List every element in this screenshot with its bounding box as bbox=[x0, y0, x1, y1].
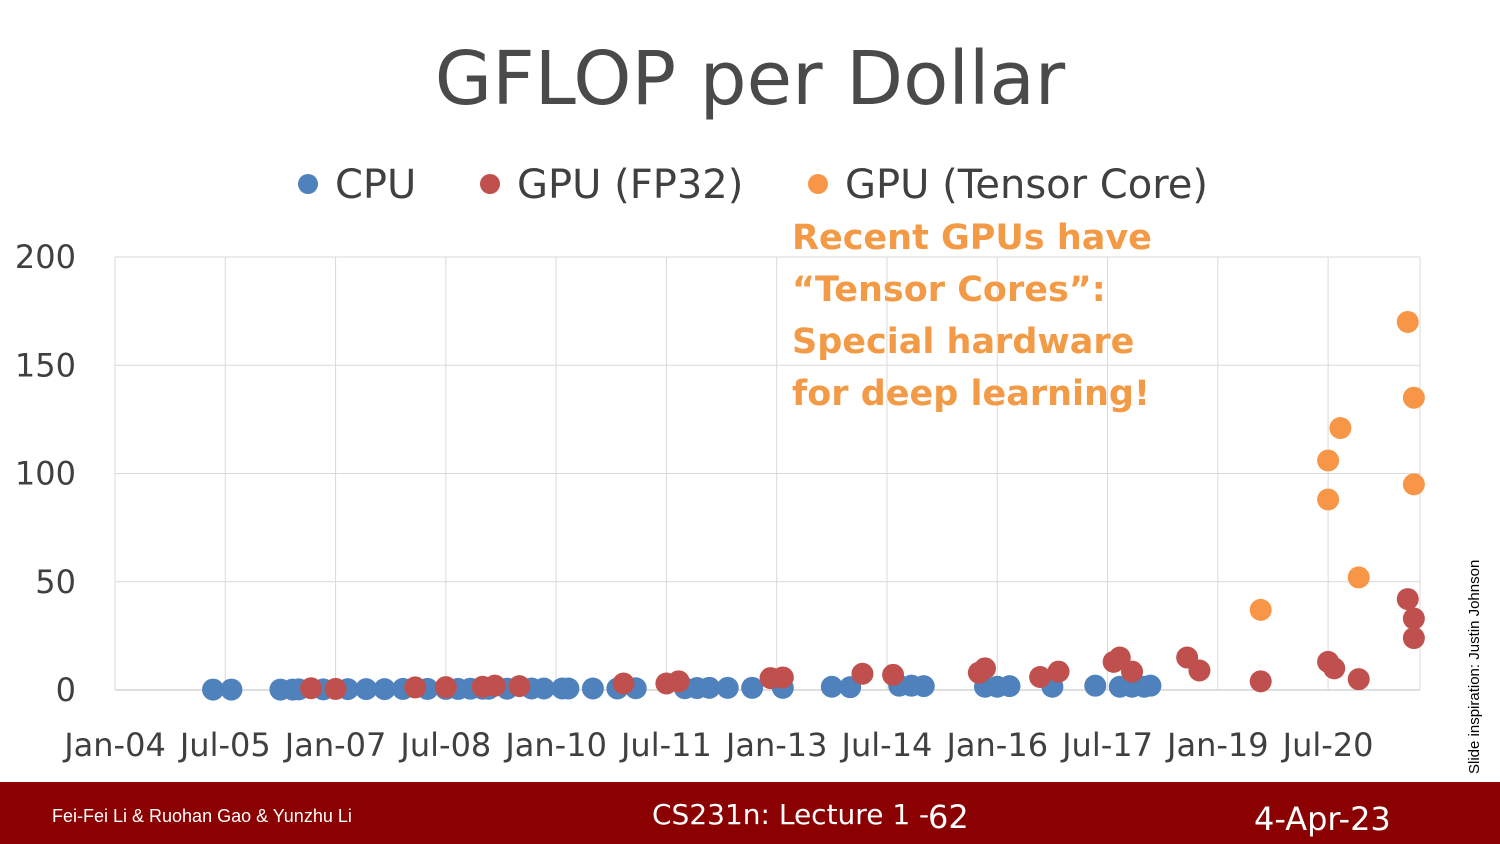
annotation-line: “Tensor Cores”: bbox=[792, 270, 1106, 310]
x-tick-label: Jan-07 bbox=[283, 726, 387, 764]
data-point bbox=[698, 676, 721, 699]
y-tick-label: 150 bbox=[15, 346, 76, 384]
x-tick-label: Jul-05 bbox=[178, 726, 271, 764]
data-point bbox=[532, 677, 555, 700]
data-point bbox=[1402, 386, 1425, 409]
footer-bar: Fei-Fei Li & Ruohan Gao & Yunzhu Li CS23… bbox=[0, 782, 1500, 844]
data-point bbox=[974, 657, 996, 680]
data-point bbox=[581, 677, 604, 700]
chart-title: GFLOP per Dollar bbox=[434, 36, 1066, 122]
data-point bbox=[557, 677, 580, 700]
data-point bbox=[1323, 657, 1346, 680]
x-tick-label: Jul-17 bbox=[1060, 726, 1153, 764]
x-tick-label: Jan-10 bbox=[503, 726, 607, 764]
data-point bbox=[324, 677, 347, 700]
legend-label: GPU (Tensor Core) bbox=[845, 162, 1208, 208]
page-number: 62 bbox=[928, 798, 969, 836]
data-point bbox=[1084, 674, 1107, 697]
tensor-core-annotation: Recent GPUs have “Tensor Cores”: Special… bbox=[792, 212, 1152, 420]
data-point bbox=[202, 678, 225, 701]
x-tick-label: Jan-16 bbox=[944, 726, 1048, 764]
legend-marker bbox=[808, 174, 828, 194]
annotation-line: Special hardware bbox=[792, 322, 1135, 362]
data-point bbox=[998, 675, 1021, 698]
data-point bbox=[1402, 607, 1425, 630]
data-point bbox=[771, 666, 794, 689]
x-tick-label: Jul-11 bbox=[619, 726, 712, 764]
data-point bbox=[716, 676, 739, 699]
y-tick-label: 100 bbox=[15, 455, 76, 493]
data-point bbox=[1347, 668, 1370, 691]
data-point bbox=[820, 675, 843, 698]
data-point bbox=[1317, 449, 1340, 472]
footer-date: 4-Apr-23 bbox=[1254, 800, 1391, 838]
legend-label: CPU bbox=[335, 162, 416, 208]
data-point bbox=[373, 678, 396, 701]
footer-authors: Fei-Fei Li & Ruohan Gao & Yunzhu Li bbox=[52, 806, 352, 826]
data-point bbox=[355, 678, 378, 701]
data-point bbox=[741, 676, 764, 699]
legend-marker bbox=[298, 174, 318, 194]
data-point bbox=[1188, 659, 1211, 682]
data-point bbox=[1249, 598, 1272, 621]
data-point bbox=[1347, 566, 1370, 589]
x-tick-label: Jul-08 bbox=[398, 726, 491, 764]
footer-lecture: CS231n: Lecture 1 - bbox=[652, 798, 930, 831]
slide-credit: Slide inspiration: Justin Johnson bbox=[1466, 559, 1483, 774]
data-point bbox=[220, 678, 243, 701]
legend-label: GPU (FP32) bbox=[517, 162, 743, 208]
data-point bbox=[882, 663, 905, 686]
data-point bbox=[1396, 588, 1419, 611]
data-point bbox=[1402, 473, 1425, 496]
scatter-chart: 0 50 100 150 200 Jan-04 Jul-05 Jan-07 Jul-08 Jan-… bbox=[15, 162, 1425, 764]
data-point bbox=[300, 677, 323, 700]
x-tick-label: Jan-13 bbox=[724, 726, 828, 764]
data-point bbox=[1402, 627, 1425, 650]
data-point bbox=[483, 674, 506, 697]
data-point bbox=[612, 672, 635, 695]
data-point bbox=[1249, 670, 1272, 693]
data-point bbox=[1047, 660, 1070, 683]
annotation-line: Recent GPUs have bbox=[792, 218, 1152, 258]
data-point bbox=[1121, 660, 1144, 683]
x-tick-label: Jan-19 bbox=[1165, 726, 1269, 764]
data-point bbox=[851, 662, 874, 685]
data-point bbox=[912, 675, 935, 698]
y-tick-label: 0 bbox=[56, 671, 76, 709]
data-point bbox=[1139, 674, 1162, 697]
x-tick-label: Jul-20 bbox=[1281, 726, 1374, 764]
y-tick-label: 200 bbox=[15, 238, 76, 276]
data-point bbox=[1329, 417, 1352, 440]
data-point bbox=[1029, 666, 1052, 689]
data-point bbox=[1317, 488, 1340, 511]
data-point bbox=[1396, 310, 1419, 333]
y-tick-label: 50 bbox=[35, 563, 76, 601]
x-tick-label: Jan-04 bbox=[62, 726, 166, 764]
data-point bbox=[667, 670, 690, 693]
data-point bbox=[434, 676, 457, 699]
data-point bbox=[508, 675, 531, 698]
legend-marker bbox=[480, 174, 500, 194]
x-tick-label: Jul-14 bbox=[840, 726, 933, 764]
annotation-line: for deep learning! bbox=[792, 374, 1150, 414]
data-point bbox=[404, 676, 427, 699]
